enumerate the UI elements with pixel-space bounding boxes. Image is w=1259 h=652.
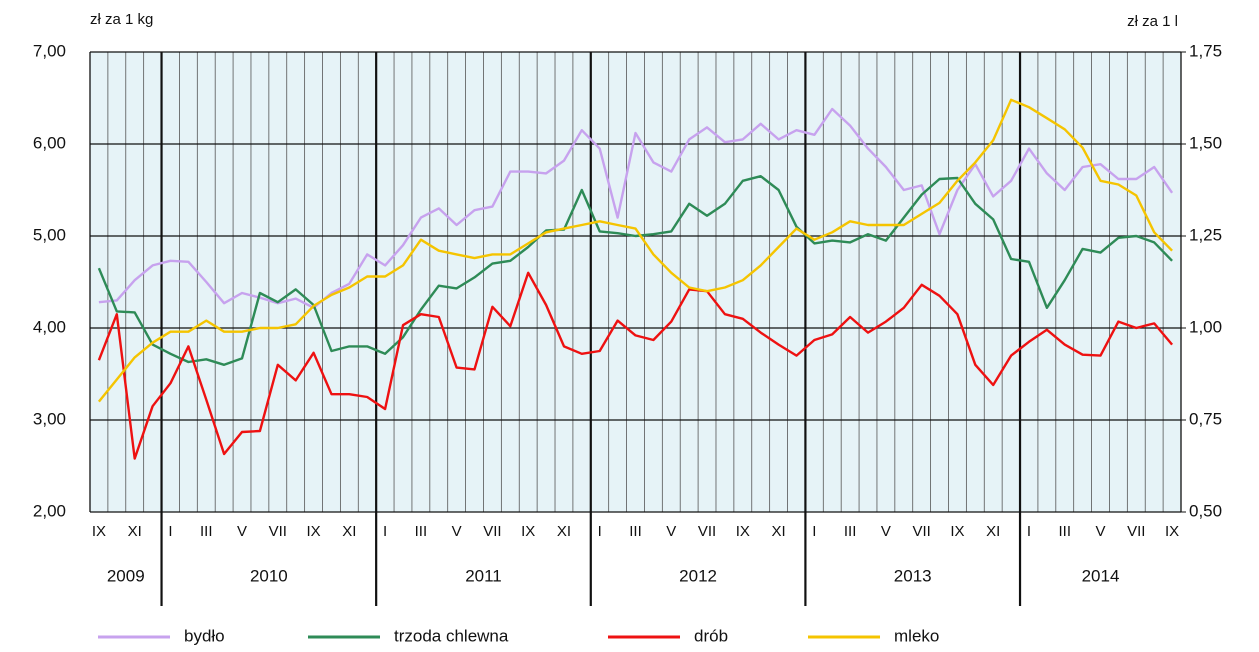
x-tick-label: III <box>844 523 857 540</box>
y-tick-label: 5,00 <box>33 225 66 244</box>
x-tick-label: V <box>881 523 891 540</box>
x-tick-label: VII <box>912 523 930 540</box>
x-tick-label: IX <box>521 523 535 540</box>
year-label: 2012 <box>679 566 717 585</box>
y-axis-label: zł za 1 kg <box>90 11 153 28</box>
series-line <box>97 271 1174 460</box>
x-tick-label: I <box>168 523 172 540</box>
y2-tick-label: 0,75 <box>1189 409 1222 428</box>
x-tick-label: III <box>415 523 428 540</box>
plot-background <box>90 52 1181 512</box>
x-tick-label: XI <box>986 523 1000 540</box>
y-tick-label: 3,00 <box>33 409 66 428</box>
x-tick-label: IX <box>1165 523 1179 540</box>
y2-tick-label: 1,75 <box>1189 41 1222 60</box>
x-tick-label: I <box>1027 523 1031 540</box>
x-tick-label: XI <box>342 523 356 540</box>
legend-label: mleko <box>894 626 939 645</box>
y-tick-label: 7,00 <box>33 41 66 60</box>
x-tick-label: V <box>1096 523 1106 540</box>
year-label: 2009 <box>107 566 145 585</box>
x-tick-label: I <box>598 523 602 540</box>
x-tick-label: V <box>237 523 247 540</box>
x-tick-label: III <box>1058 523 1071 540</box>
x-tick-label: III <box>200 523 213 540</box>
x-tick-label: XI <box>771 523 785 540</box>
x-tick-label: VII <box>483 523 501 540</box>
series-line <box>97 175 1173 366</box>
legend-label: drób <box>694 626 728 645</box>
x-tick-label: IX <box>736 523 750 540</box>
series-line <box>97 98 1173 403</box>
y-tick-label: 2,00 <box>33 501 66 520</box>
year-label: 2010 <box>250 566 288 585</box>
x-tick-label: I <box>383 523 387 540</box>
y2-axis-label: zł za 1 l <box>1127 13 1178 30</box>
x-tick-label: XI <box>557 523 571 540</box>
x-tick-label: XI <box>128 523 142 540</box>
year-label: 2013 <box>894 566 932 585</box>
x-tick-label: VII <box>1127 523 1145 540</box>
y2-tick-label: 1,00 <box>1189 317 1222 336</box>
x-tick-label: I <box>812 523 816 540</box>
x-tick-label: IX <box>306 523 320 540</box>
x-tick-label: III <box>629 523 642 540</box>
x-tick-label: V <box>452 523 462 540</box>
x-tick-label: VII <box>269 523 287 540</box>
y2-tick-label: 0,50 <box>1189 501 1222 520</box>
legend-label: trzoda chlewna <box>394 626 509 645</box>
x-tick-label: IX <box>950 523 964 540</box>
x-tick-label: V <box>666 523 676 540</box>
year-label: 2014 <box>1082 566 1120 585</box>
y-tick-label: 4,00 <box>33 317 66 336</box>
y-tick-label: 6,00 <box>33 133 66 152</box>
legend-label: bydło <box>184 626 225 645</box>
y2-tick-label: 1,25 <box>1189 225 1222 244</box>
y2-tick-label: 1,50 <box>1189 133 1222 152</box>
year-label: 2011 <box>465 566 502 585</box>
x-tick-label: IX <box>92 523 106 540</box>
x-tick-label: VII <box>698 523 716 540</box>
